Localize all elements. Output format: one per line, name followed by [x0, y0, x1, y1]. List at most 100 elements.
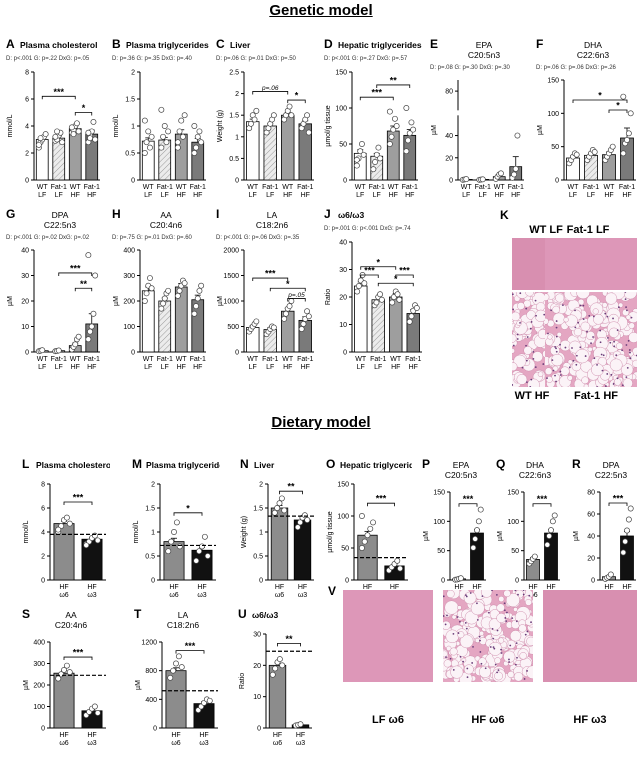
y-axis-label-D: µmol/g tissue — [325, 105, 332, 146]
x-tick-label-J-2: HF — [391, 364, 400, 371]
y-tick-label-H: 200 — [123, 299, 135, 306]
chart-stats-G: D: p<.001 G: p=.02 DxG: p=.02 — [6, 235, 90, 241]
x-tick-label-I-1: Fat-1 — [262, 356, 278, 363]
chart-title-line2-G: C22:5n3 — [44, 220, 76, 230]
sig-label-F-0: * — [598, 91, 602, 101]
y-tick-label-R: 60 — [587, 512, 595, 519]
sig-label-C-1: * — [295, 91, 299, 101]
x-tick-label-F-1: LF — [587, 192, 595, 199]
data-point-N-1 — [304, 517, 311, 523]
y-tick-label-Q: 150 — [507, 490, 519, 497]
sig-bracket-O-0 — [367, 502, 395, 507]
histology-hf-w3 — [543, 590, 637, 682]
chart-stats-C: D: p=.06 G: p=.01 DxG: p=.50 — [216, 56, 297, 62]
x-tick-label-C-2: WT — [282, 184, 294, 191]
x-tick-label-J-3: Fat-1 — [405, 356, 421, 363]
sig-bracket-C-1 — [287, 99, 306, 104]
chart-stats-F: D: p=.06 G: p=.06 DxG: p=.26 — [536, 65, 617, 71]
bar-B-2 — [174, 133, 188, 181]
data-point-B-1 — [158, 144, 165, 151]
y-tick-label-M: 2 — [151, 482, 155, 489]
data-point-R-1 — [622, 538, 629, 545]
x-tick-label-T-1: ω3 — [199, 740, 208, 747]
y-tick-label-Q: 50 — [511, 548, 519, 555]
sig-bracket-F-1 — [608, 109, 628, 113]
data-point-T-0 — [167, 674, 174, 681]
x-tick-label-F-0: LF — [569, 192, 577, 199]
chart-svg-O: O Hepatic triglycerides 0 50 100 150 µmol/g ti… — [326, 457, 424, 599]
y-axis-label-U: Ratio — [239, 673, 246, 689]
y-tick-label-B: 1 — [131, 124, 135, 131]
panel-letter-A: A — [6, 37, 15, 51]
y-tick-label-C: 0 — [235, 178, 239, 185]
chart-panel-I: I LA C18:2n6 D: p<.001 G: p=.06 DxG: p=.35 0… — [214, 206, 318, 378]
y-tick-label-F: 0 — [555, 178, 559, 185]
x-tick-label-Q-1: HF — [546, 584, 555, 591]
y-tick-label-P: 100 — [433, 519, 445, 526]
bar-S-0 — [53, 672, 75, 729]
genetic-model-title: Genetic model — [269, 2, 373, 19]
data-point-D-3 — [405, 137, 412, 144]
data-point-B-0 — [141, 117, 148, 124]
x-tick-label-S-0: ω6 — [59, 740, 68, 747]
chart-title-line2-R: C22:5n3 — [595, 470, 627, 480]
x-tick-label-Q-0: ω6 — [528, 592, 537, 599]
data-point-O-0 — [361, 538, 368, 545]
data-point-P-1 — [477, 506, 484, 513]
x-tick-label-I-0: LF — [249, 364, 257, 371]
x-tick-label-D-1: LF — [373, 192, 381, 199]
chart-title-line2-I: C18:2n6 — [256, 220, 288, 230]
data-point-P-0 — [457, 575, 464, 582]
data-point-M-1 — [201, 533, 208, 540]
sig-bracket-U-0 — [277, 643, 301, 647]
data-point-G-2 — [75, 333, 82, 340]
y-tick-label-F: 150 — [547, 78, 559, 85]
y-tick-label-D: 100 — [335, 106, 347, 113]
data-point-S-1 — [91, 703, 98, 710]
y-tick-label-N: 1.5 — [253, 506, 263, 513]
chart-title-C: Liver — [230, 40, 251, 50]
sig-bracket-A-1 — [74, 112, 93, 116]
data-point-P-1 — [472, 535, 479, 542]
data-point-B-3 — [191, 123, 198, 129]
data-point-O-0 — [358, 513, 365, 519]
data-point-A-2 — [68, 124, 75, 131]
x-tick-label-B-0: WT — [143, 184, 155, 191]
data-point-U-1 — [297, 721, 304, 728]
data-point-D-2 — [386, 141, 393, 147]
y-tick-label-J: 20 — [339, 295, 347, 302]
sig-label-I-2: p=.05 — [287, 292, 305, 299]
data-point-A-0 — [37, 135, 44, 142]
sig-bracket-S-0 — [63, 656, 93, 661]
x-tick-label-M-1: HF — [197, 584, 206, 591]
data-point-B-1 — [163, 139, 170, 146]
panel-letter-K: K — [500, 208, 509, 222]
x-tick-label-J-0: LF — [357, 364, 365, 371]
x-tick-label-N-0: HF — [275, 584, 284, 591]
bar-N-0 — [270, 507, 289, 581]
x-tick-label-N-1: ω3 — [298, 592, 307, 599]
data-point-G-3 — [85, 336, 92, 343]
data-point-B-2 — [174, 139, 181, 146]
data-point-D-3 — [403, 148, 410, 155]
histo-label-fat1-hf: Fat-1 HF — [574, 390, 618, 402]
x-tick-label-U-0: HF — [273, 732, 282, 739]
sig-bracket-D-0 — [359, 96, 394, 101]
y-tick-label-A: 2 — [25, 151, 29, 158]
data-point-N-1 — [294, 524, 301, 531]
y-tick-label-F: 50 — [551, 144, 559, 151]
chart-title-H: AA — [160, 210, 172, 220]
panel-letter-I: I — [216, 207, 219, 221]
chart-svg-A: A Plasma cholesterol D: p<.001 G: p=.22 Dx… — [6, 37, 100, 199]
data-point-D-3 — [408, 119, 415, 126]
data-point-O-0 — [370, 519, 377, 526]
y-tick-label-R: 40 — [587, 534, 595, 541]
x-tick-label-L-0: ω6 — [59, 592, 68, 599]
data-point-F-0 — [573, 151, 580, 158]
x-tick-label-T-1: HF — [199, 732, 208, 739]
data-point-N-0 — [281, 507, 288, 514]
data-point-N-0 — [271, 509, 278, 516]
histo-label-fat1-lf: Fat-1 LF — [566, 224, 610, 236]
